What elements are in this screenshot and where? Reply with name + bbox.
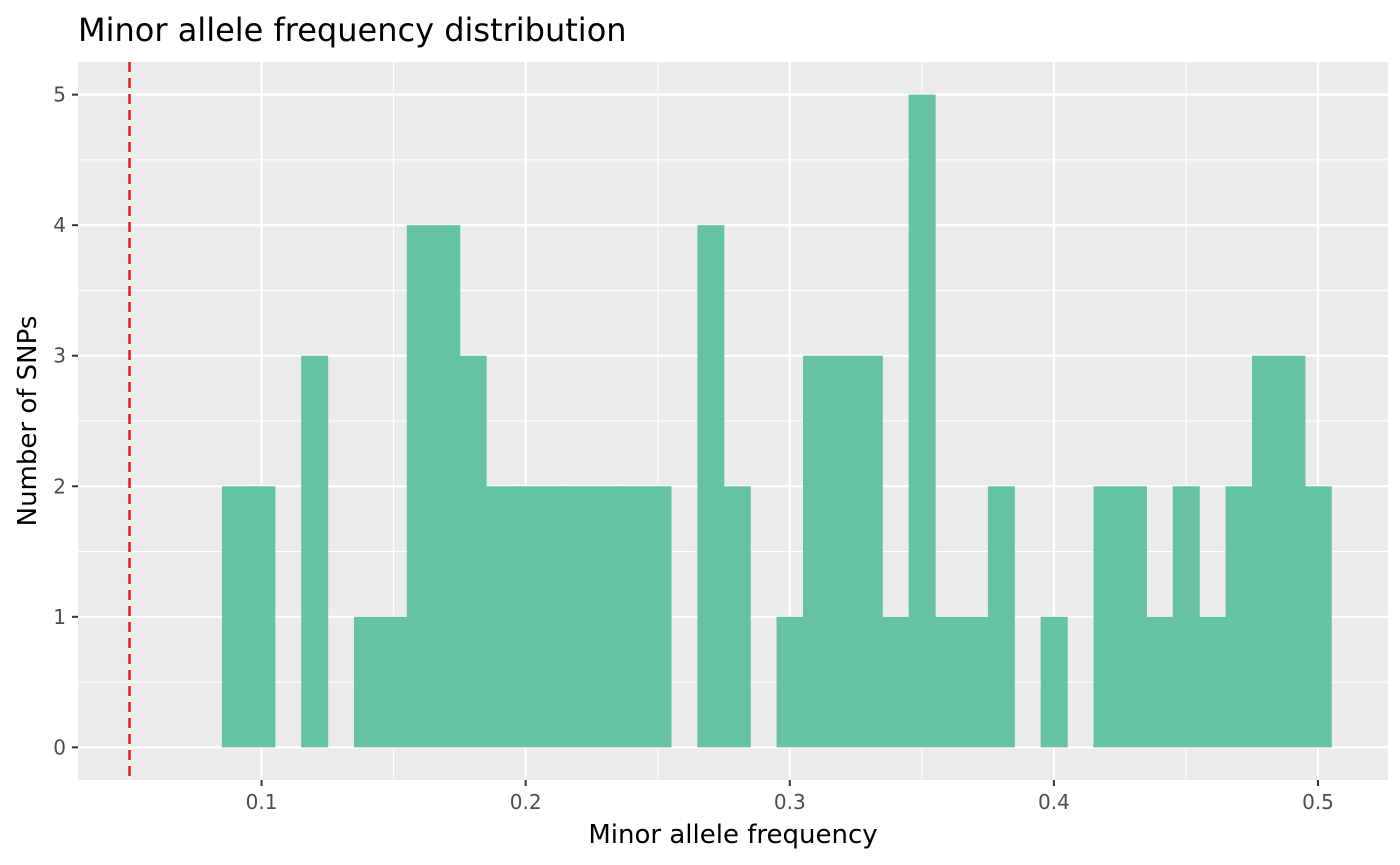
histogram-bar bbox=[512, 486, 540, 748]
histogram-bar bbox=[406, 225, 434, 748]
histogram-bar bbox=[1146, 616, 1174, 748]
histogram-bar bbox=[1199, 616, 1227, 748]
histogram-bar bbox=[802, 355, 831, 748]
histogram-bar bbox=[1225, 486, 1253, 748]
y-tick-label: 3 bbox=[53, 344, 66, 368]
histogram-bar bbox=[1172, 486, 1200, 748]
histogram-bar bbox=[353, 616, 382, 748]
histogram-bars bbox=[221, 94, 1332, 748]
histogram-bar bbox=[1093, 486, 1121, 748]
histogram-bar bbox=[301, 355, 329, 748]
histogram-bar bbox=[433, 225, 461, 748]
histogram-bar bbox=[776, 616, 804, 748]
x-tick-label: 0.4 bbox=[1038, 790, 1070, 814]
histogram-bar bbox=[882, 616, 910, 748]
y-axis-title: Number of SNPs bbox=[13, 316, 43, 527]
y-tick-label: 0 bbox=[53, 735, 66, 759]
histogram-bar bbox=[221, 486, 249, 748]
y-tick-label: 2 bbox=[53, 474, 66, 498]
histogram-bar bbox=[961, 616, 989, 748]
histogram-bar bbox=[644, 486, 672, 748]
histogram-bar bbox=[935, 616, 963, 748]
x-tick-label: 0.5 bbox=[1302, 790, 1334, 814]
histogram-bar bbox=[538, 486, 566, 748]
histogram-bar bbox=[618, 486, 646, 748]
histogram-bar bbox=[248, 486, 276, 748]
y-tick-label: 4 bbox=[53, 213, 66, 237]
histogram-bar bbox=[459, 355, 487, 748]
y-axis: 0 1 2 3 4 5 bbox=[53, 83, 78, 759]
histogram-bar bbox=[380, 616, 408, 748]
x-axis-title: Minor allele frequency bbox=[588, 820, 877, 850]
x-tick-label: 0.2 bbox=[510, 790, 542, 814]
histogram-bar bbox=[1251, 355, 1279, 748]
histogram-bar bbox=[486, 486, 514, 748]
histogram-bar bbox=[855, 355, 883, 748]
y-tick-label: 5 bbox=[53, 83, 66, 107]
x-tick-label: 0.1 bbox=[246, 790, 278, 814]
histogram-bar bbox=[1304, 486, 1332, 748]
y-tick-label: 1 bbox=[53, 605, 66, 629]
histogram-bar bbox=[591, 486, 619, 748]
histogram-bar bbox=[1119, 486, 1147, 748]
x-axis: 0.1 0.2 0.3 0.4 0.5 bbox=[246, 780, 1334, 814]
histogram-bar bbox=[1040, 616, 1068, 748]
histogram-bar bbox=[908, 94, 936, 748]
x-tick-label: 0.3 bbox=[774, 790, 806, 814]
histogram-bar bbox=[987, 486, 1015, 748]
histogram-bar bbox=[1278, 355, 1306, 748]
histogram-bar bbox=[829, 355, 857, 748]
histogram-bar bbox=[697, 225, 725, 748]
histogram-bar bbox=[723, 486, 751, 748]
histogram-bar bbox=[565, 486, 593, 748]
chart-title: Minor allele frequency distribution bbox=[78, 11, 627, 49]
